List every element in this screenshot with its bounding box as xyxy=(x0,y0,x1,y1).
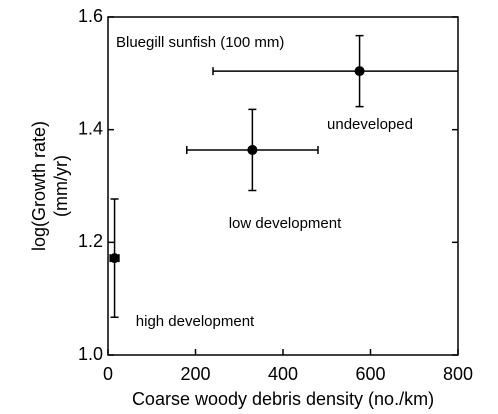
y-tick-label: 1.4 xyxy=(78,118,103,138)
y-axis-label: log(Growth rate) xyxy=(29,121,49,251)
point-label: low development xyxy=(229,215,342,232)
y-tick-label: 1.2 xyxy=(78,231,103,251)
y-tick-label: 1.0 xyxy=(78,344,103,364)
point xyxy=(109,253,120,264)
point xyxy=(354,66,365,77)
point-label: high development xyxy=(136,313,255,330)
plot-frame xyxy=(107,16,459,356)
x-tick-label: 0 xyxy=(103,364,113,384)
x-axis-label: Coarse woody debris density (no./km) xyxy=(132,389,434,409)
x-tick-label: 400 xyxy=(268,364,298,384)
x-tick-label: 600 xyxy=(355,364,385,384)
point xyxy=(247,144,258,155)
x-tick-label: 800 xyxy=(443,364,473,384)
plot-area xyxy=(109,34,458,319)
y-tick-label: 1.6 xyxy=(78,6,103,26)
x-tick-label: 200 xyxy=(180,364,210,384)
annotation: Bluegill sunfish (100 mm) xyxy=(116,34,284,51)
y-axis-label: (mm/yr) xyxy=(51,155,71,217)
point-label: undeveloped xyxy=(327,116,413,133)
